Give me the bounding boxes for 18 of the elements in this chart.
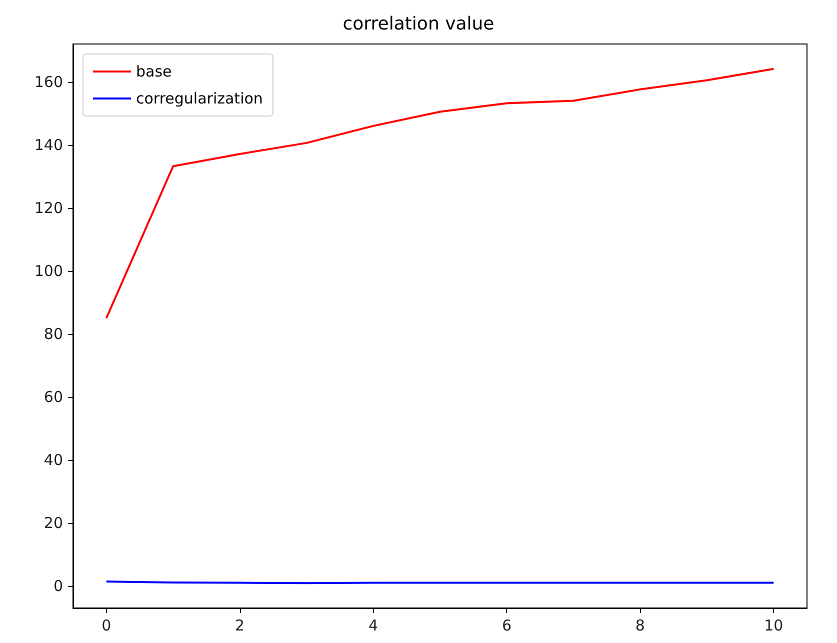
y-tick-label: 40: [44, 450, 63, 469]
chart-title: correlation value: [342, 14, 494, 34]
y-tick-label: 60: [44, 388, 63, 406]
y-tick-label: 160: [34, 72, 63, 91]
y-tick-label: 20: [44, 514, 63, 532]
x-tick-label: 0: [102, 616, 112, 634]
y-tick-label: 120: [34, 198, 63, 217]
x-tick-label: 2: [235, 616, 245, 634]
legend-label: base: [136, 62, 172, 80]
x-tick-label: 8: [635, 616, 645, 634]
y-tick-label: 80: [44, 324, 63, 343]
x-tick-label: 10: [764, 616, 784, 634]
x-tick-label: 6: [502, 616, 512, 634]
legend-label: corregularization: [136, 90, 263, 108]
x-tick-label: 4: [368, 616, 378, 634]
y-tick-label: 140: [34, 136, 63, 154]
y-tick-label: 0: [53, 576, 63, 595]
y-tick-label: 100: [34, 262, 63, 280]
